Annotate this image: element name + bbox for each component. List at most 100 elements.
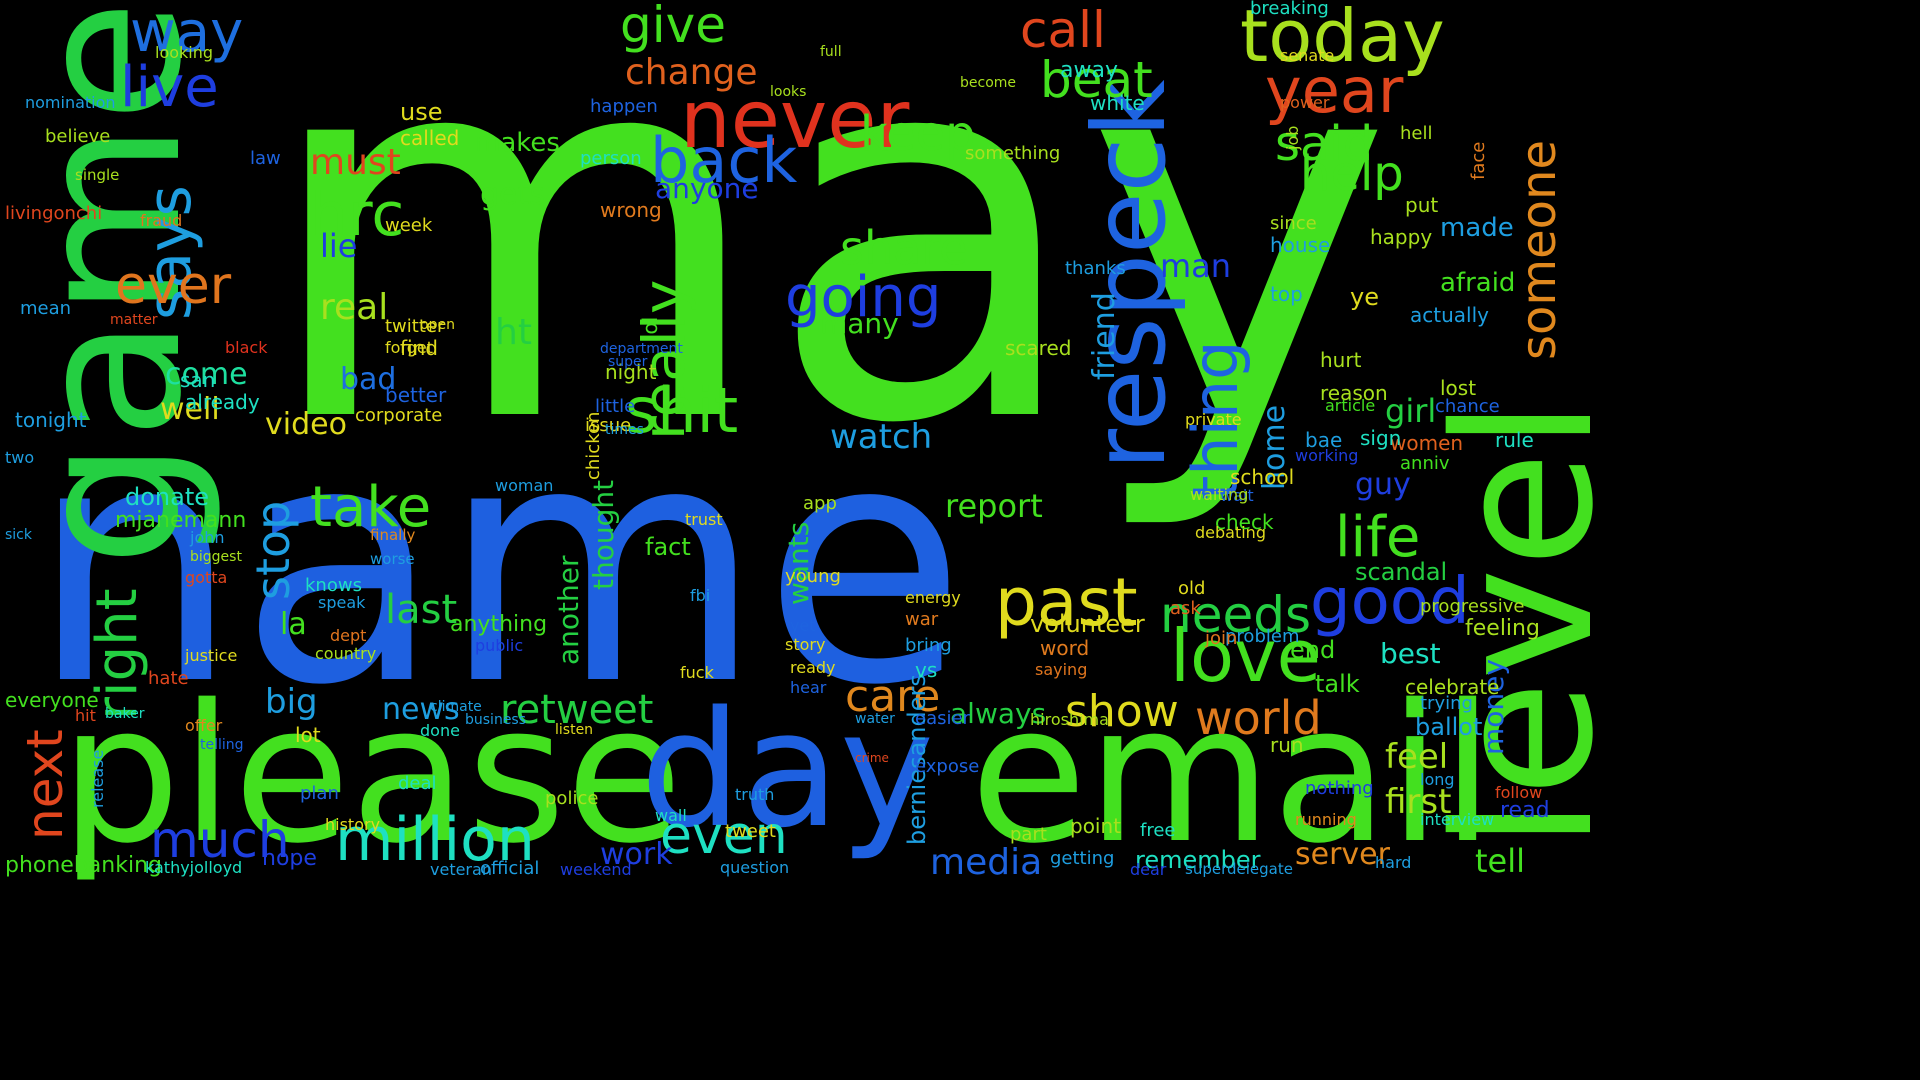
word-scared: scared bbox=[1005, 336, 1072, 360]
word-done: done bbox=[420, 721, 460, 740]
word-everyone: everyone bbox=[5, 688, 99, 712]
word-hiroshima: hiroshima bbox=[1030, 710, 1109, 729]
word-speak: speak bbox=[318, 593, 366, 612]
word-gotta: gotta bbox=[185, 568, 228, 587]
word-looking: looking bbox=[155, 43, 214, 62]
word-dept: dept bbox=[330, 626, 367, 645]
word-hate: hate bbox=[148, 668, 189, 689]
word-looks: looks bbox=[770, 84, 807, 100]
word-tonight: tonight bbox=[15, 408, 87, 432]
word-love: love bbox=[1170, 614, 1321, 698]
word-afraid: afraid bbox=[1440, 268, 1516, 298]
word-getting: getting bbox=[1050, 848, 1115, 869]
word-please: please bbox=[60, 664, 683, 885]
word-listen: listen bbox=[555, 722, 594, 738]
word-beat: beat bbox=[1040, 51, 1153, 109]
word-name: name bbox=[30, 373, 966, 757]
word-breaking: breaking bbox=[1250, 0, 1329, 19]
word-find: find bbox=[400, 336, 438, 360]
word-always: always bbox=[950, 697, 1047, 730]
word-happy: happy bbox=[1370, 225, 1433, 249]
word-saying: saying bbox=[1035, 660, 1088, 679]
word-expose: expose bbox=[915, 756, 980, 777]
word-bad: bad bbox=[340, 362, 397, 397]
word-needs: needs bbox=[1160, 586, 1312, 644]
word-real: real bbox=[320, 287, 389, 328]
word-little: little bbox=[595, 396, 636, 417]
word-help: help bbox=[1300, 146, 1404, 202]
word-hurt: hurt bbox=[1320, 348, 1362, 372]
word-article: article bbox=[1325, 396, 1376, 415]
word-care: care bbox=[845, 671, 941, 722]
word-donate: donate bbox=[125, 483, 210, 511]
word-app: app bbox=[803, 493, 837, 514]
word-john: john bbox=[190, 528, 225, 547]
word-truth: truth bbox=[735, 785, 775, 804]
word-bae: bae bbox=[1305, 428, 1343, 452]
word-happen: happen bbox=[590, 96, 658, 117]
word-water: water bbox=[855, 711, 895, 727]
word-email: email bbox=[970, 664, 1494, 885]
word-makes: makes bbox=[475, 128, 560, 158]
word-retweet: retweet bbox=[500, 687, 654, 733]
word-never: never bbox=[680, 73, 910, 166]
word-dear: dear bbox=[1130, 860, 1167, 879]
word-today: today bbox=[1240, 0, 1445, 78]
word-black: black bbox=[225, 338, 268, 357]
word-power: power bbox=[1280, 93, 1330, 112]
word-open: open bbox=[420, 317, 455, 333]
word-night: night bbox=[605, 360, 657, 384]
word-ever: ever bbox=[115, 256, 232, 316]
word-department: department bbox=[600, 341, 683, 357]
word-hit: hit bbox=[75, 706, 96, 725]
word-take: take bbox=[310, 475, 432, 540]
word-server: server bbox=[1295, 837, 1390, 872]
word-lot: lot bbox=[295, 723, 321, 747]
word-old: old bbox=[1178, 578, 1206, 599]
word-trust: trust bbox=[685, 510, 723, 529]
word-part: part bbox=[1010, 824, 1047, 845]
word-thought: thought bbox=[587, 479, 620, 590]
word-issue: issue bbox=[585, 415, 632, 436]
word-join: join bbox=[1205, 628, 1238, 649]
word-world: world bbox=[1195, 691, 1322, 745]
word-wait: wait bbox=[1220, 486, 1254, 505]
word-check: check bbox=[1215, 510, 1274, 534]
word-yet: yet bbox=[790, 616, 816, 635]
word-war: war bbox=[905, 609, 939, 630]
word-anything: anything bbox=[450, 612, 548, 637]
word-mean: mean bbox=[20, 298, 72, 319]
word-energy: energy bbox=[905, 588, 961, 607]
word-private: private bbox=[1185, 410, 1242, 429]
word-big: big bbox=[265, 682, 318, 722]
word-celebrate: celebrate bbox=[1405, 675, 1500, 699]
word-nothing: nothing bbox=[1305, 778, 1374, 799]
word-volunteer: volunteer bbox=[1030, 610, 1145, 638]
word-ballot: ballot bbox=[1415, 713, 1483, 741]
word-trying: trying bbox=[1420, 693, 1473, 714]
word-finally: finally bbox=[370, 526, 416, 544]
word-read: read bbox=[1500, 798, 1550, 823]
word-called: called bbox=[400, 126, 460, 150]
word-fraud: fraud bbox=[140, 211, 183, 230]
word-young: young bbox=[785, 566, 841, 587]
word-much: much bbox=[150, 811, 290, 869]
word-nomination: nomination bbox=[25, 93, 116, 112]
word-shit: shit bbox=[625, 374, 739, 447]
word-house: house bbox=[1270, 233, 1331, 257]
word-weekend: weekend bbox=[560, 860, 632, 879]
word-women: women bbox=[1390, 431, 1464, 455]
word-run: run bbox=[1270, 733, 1304, 757]
word-single: single bbox=[75, 166, 120, 184]
word-believe: believe bbox=[45, 126, 111, 147]
word-ht: ht bbox=[495, 312, 532, 353]
word-offer: offer bbox=[185, 716, 223, 735]
word-white: white bbox=[1090, 91, 1145, 115]
word-telling: telling bbox=[200, 737, 244, 753]
word-anniv: anniv bbox=[1400, 453, 1450, 474]
word-lost: lost bbox=[1440, 376, 1477, 400]
word-corporate: corporate bbox=[355, 405, 443, 426]
word-anyone: anyone bbox=[655, 172, 759, 205]
word-livingonchi: livingonchi bbox=[5, 203, 103, 224]
word-even: even bbox=[660, 806, 788, 866]
